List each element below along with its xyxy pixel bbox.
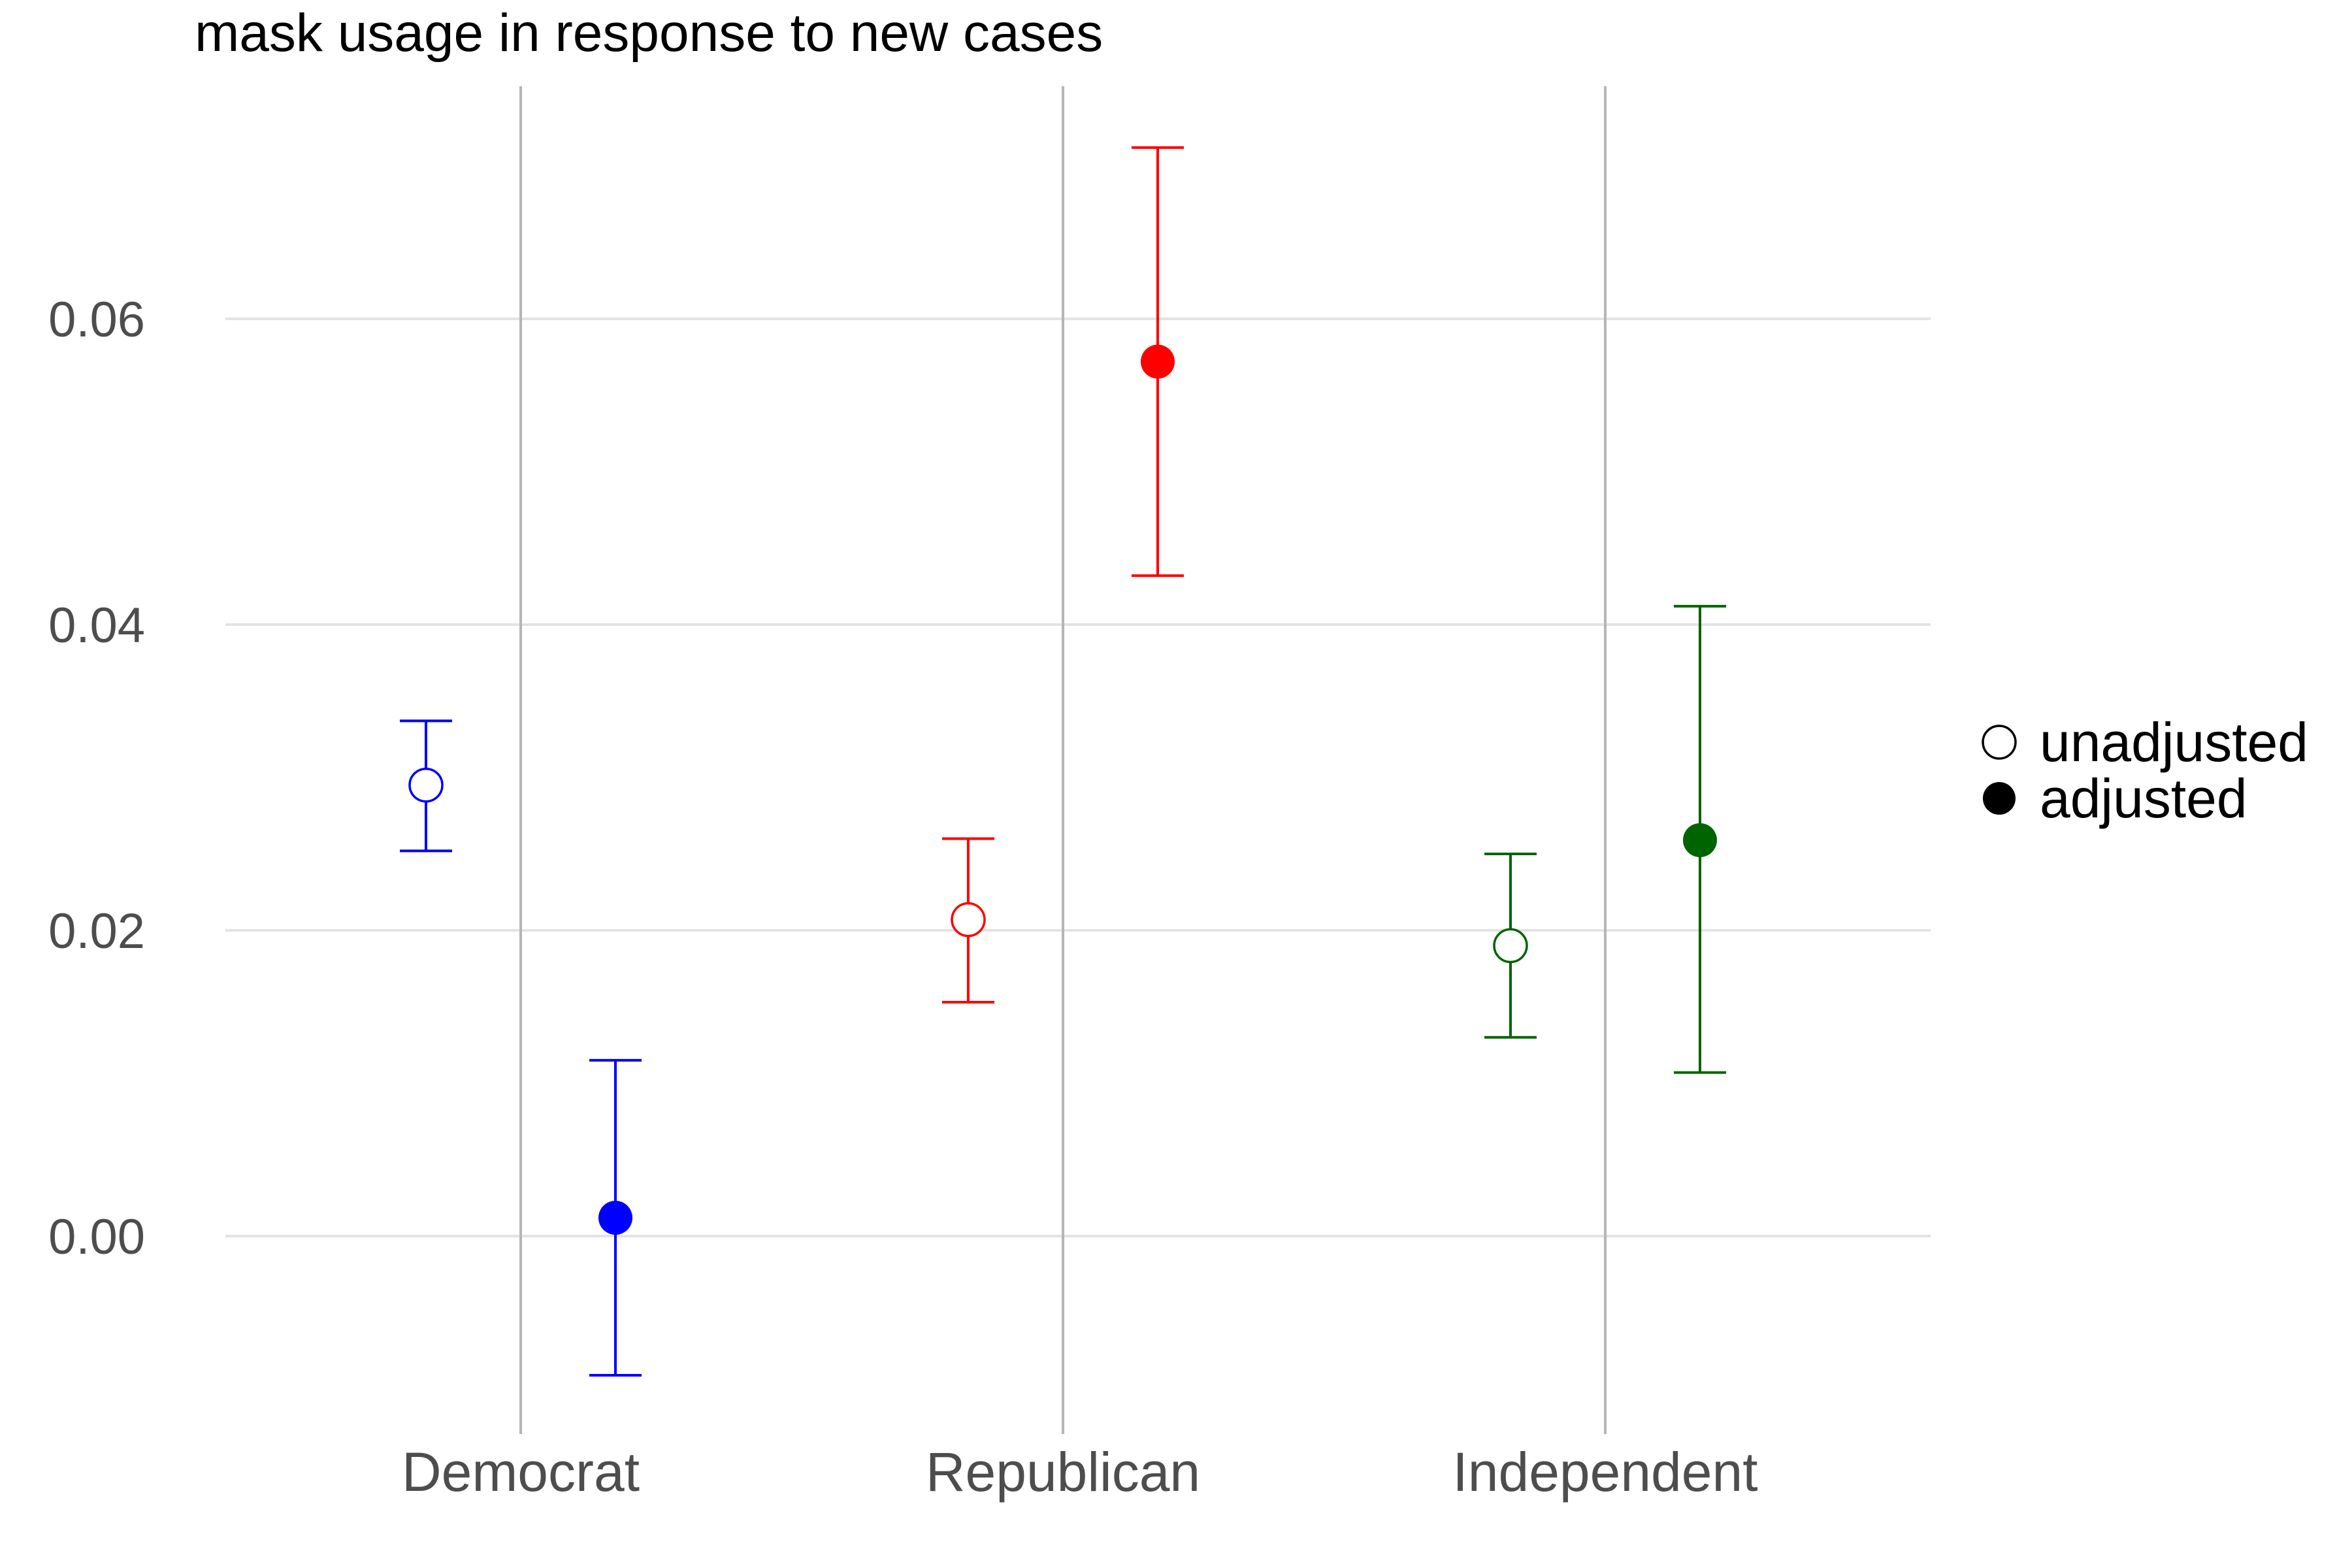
point-unadjusted	[951, 902, 986, 938]
legend-unadjusted-marker	[1982, 725, 2017, 760]
point-adjusted	[1141, 344, 1175, 379]
legend-adjusted-marker	[1983, 782, 2016, 815]
point-adjusted	[1683, 823, 1717, 857]
y-tick-label: 0.06	[48, 292, 145, 348]
y-tick-label: 0.04	[48, 598, 145, 653]
chart-title: mask usage in response to new cases	[195, 3, 1103, 63]
legend: unadjusted adjusted	[1982, 711, 2308, 829]
y-tick-label: 0.02	[48, 904, 145, 959]
x-tick-label: Democrat	[402, 1441, 640, 1503]
legend-unadjusted-label: unadjusted	[2040, 711, 2308, 773]
point-adjusted	[598, 1200, 632, 1235]
point-unadjusted	[1493, 928, 1528, 964]
grid-layer	[225, 86, 1931, 1434]
x-tick-label: Republican	[926, 1441, 1200, 1503]
legend-adjusted-label: adjusted	[2040, 768, 2247, 829]
point-unadjusted	[408, 767, 444, 803]
x-tick-label: Independent	[1452, 1441, 1757, 1503]
marks-layer	[400, 146, 1726, 1377]
y-tick-label: 0.00	[48, 1209, 145, 1265]
axis-layer: 0.00 0.02 0.04 0.06 Democrat Republican Indepe…	[48, 292, 1757, 1503]
